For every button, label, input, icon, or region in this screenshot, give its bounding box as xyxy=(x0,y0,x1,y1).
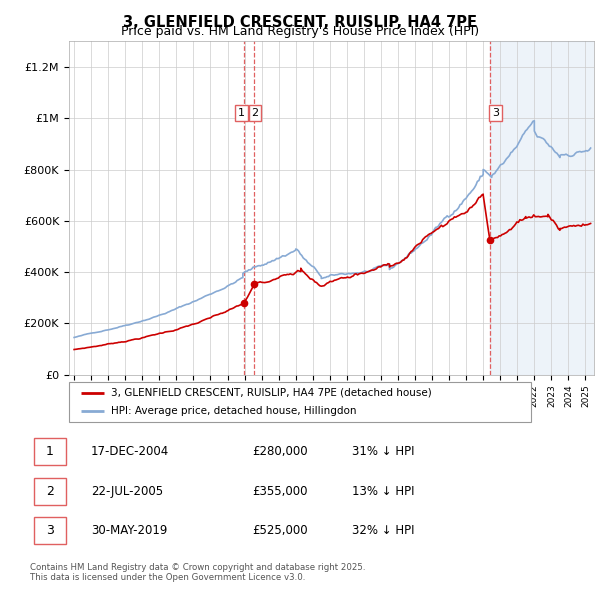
Text: 1: 1 xyxy=(46,445,54,458)
Text: 3, GLENFIELD CRESCENT, RUISLIP, HA4 7PE (detached house): 3, GLENFIELD CRESCENT, RUISLIP, HA4 7PE … xyxy=(110,388,431,398)
FancyBboxPatch shape xyxy=(69,382,531,422)
Text: 22-JUL-2005: 22-JUL-2005 xyxy=(91,484,163,498)
FancyBboxPatch shape xyxy=(34,477,66,505)
FancyBboxPatch shape xyxy=(34,517,66,545)
Text: 13% ↓ HPI: 13% ↓ HPI xyxy=(352,484,415,498)
FancyBboxPatch shape xyxy=(34,438,66,466)
Text: Price paid vs. HM Land Registry's House Price Index (HPI): Price paid vs. HM Land Registry's House … xyxy=(121,25,479,38)
Text: 3: 3 xyxy=(46,524,54,537)
Bar xyxy=(490,41,600,375)
Text: £355,000: £355,000 xyxy=(252,484,307,498)
Text: 2: 2 xyxy=(251,108,259,118)
Text: £280,000: £280,000 xyxy=(252,445,307,458)
Text: 3, GLENFIELD CRESCENT, RUISLIP, HA4 7PE: 3, GLENFIELD CRESCENT, RUISLIP, HA4 7PE xyxy=(123,15,477,30)
Text: HPI: Average price, detached house, Hillingdon: HPI: Average price, detached house, Hill… xyxy=(110,406,356,416)
Text: 31% ↓ HPI: 31% ↓ HPI xyxy=(352,445,415,458)
Text: 17-DEC-2004: 17-DEC-2004 xyxy=(91,445,169,458)
Text: 1: 1 xyxy=(238,108,245,118)
Text: 2: 2 xyxy=(46,484,54,498)
Text: 32% ↓ HPI: 32% ↓ HPI xyxy=(352,524,415,537)
Text: Contains HM Land Registry data © Crown copyright and database right 2025.
This d: Contains HM Land Registry data © Crown c… xyxy=(30,563,365,582)
Text: 3: 3 xyxy=(492,108,499,118)
Text: 30-MAY-2019: 30-MAY-2019 xyxy=(91,524,167,537)
Text: £525,000: £525,000 xyxy=(252,524,307,537)
